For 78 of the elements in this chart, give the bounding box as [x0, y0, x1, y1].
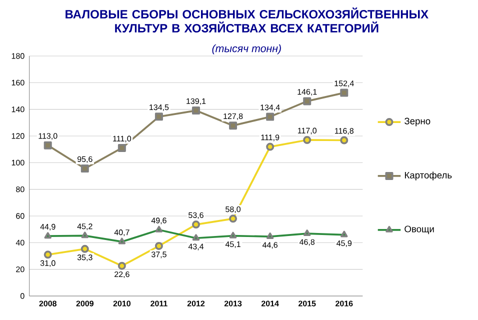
x-tick-label: 2011	[150, 300, 168, 306]
point	[154, 112, 163, 121]
data-label: 117,0	[298, 128, 317, 134]
data-label: 49,6	[151, 218, 166, 224]
point	[155, 226, 163, 232]
data-label: 152,4	[334, 80, 354, 88]
point	[266, 232, 274, 239]
point	[340, 136, 348, 144]
y-tick-label: 180	[12, 53, 24, 59]
data-label: 58,0	[226, 206, 241, 214]
y-tick-label: 140	[12, 106, 24, 112]
y-tick-label: 40	[16, 240, 24, 246]
point	[44, 232, 52, 239]
y-tick-label: 120	[12, 133, 24, 139]
point	[80, 244, 89, 253]
data-label: 116,8	[335, 128, 354, 135]
x-tick-label: 2009	[76, 300, 94, 306]
x-tick-label: 2016	[336, 300, 353, 306]
data-label: 35,3	[77, 254, 92, 262]
data-label: 146,1	[298, 88, 317, 96]
y-tick-label: 0	[20, 293, 24, 299]
point	[154, 242, 163, 250]
data-label: 43,4	[188, 244, 204, 250]
y-tick-label: 60	[16, 213, 24, 219]
x-tick-label: 2012	[187, 300, 205, 306]
data-label: 31,0	[40, 260, 56, 267]
x-tick-label: 2015	[298, 300, 316, 306]
chart-title: ВАЛОВЫЕ СБОРЫ ОСНОВНЫХ СЕЛЬСКОХОЗЯЙСТВЕННЫХ КУЛЬТУР В ХОЗЯЙСТВАХ ВСЕХ КАТЕГОРИЙ	[66, 8, 428, 32]
point	[118, 238, 126, 244]
x-tick-label: 2014	[261, 300, 279, 306]
data-label: 111,0	[113, 136, 132, 142]
data-label: 134,5	[150, 104, 169, 112]
point	[192, 220, 200, 229]
data-label: 95,6	[77, 156, 92, 163]
x-tick-label: 2010	[113, 300, 130, 306]
point	[229, 232, 237, 238]
legend-label: Зерно	[404, 118, 430, 126]
point	[192, 106, 200, 115]
data-label: 45,1	[225, 241, 240, 248]
point	[266, 142, 274, 151]
x-tick-label: 2013	[224, 300, 242, 306]
legend-label: Картофель	[404, 172, 452, 180]
data-label: 127,8	[224, 113, 243, 120]
data-label: 44,6	[262, 242, 278, 249]
point	[118, 144, 126, 152]
data-label: 45,9	[336, 240, 352, 247]
point	[44, 141, 52, 150]
point	[340, 230, 348, 238]
point	[118, 262, 126, 270]
data-label: 111,9	[261, 134, 280, 142]
data-label: 40,7	[114, 230, 130, 236]
y-tick-label: 80	[16, 186, 24, 192]
point	[81, 232, 88, 238]
point	[266, 112, 274, 121]
y-tick-label: 100	[12, 160, 24, 166]
data-label: 45,2	[77, 224, 92, 230]
data-label: 134,4	[260, 104, 280, 112]
data-label: 22,6	[114, 271, 130, 278]
point	[192, 234, 200, 241]
data-label: 44,9	[40, 224, 56, 231]
data-label: 113,0	[38, 133, 58, 140]
data-label: 46,8	[300, 239, 315, 246]
point	[304, 230, 311, 236]
chart-subtitle: (тысяч тонн)	[212, 44, 281, 54]
y-tick-label: 20	[16, 266, 24, 272]
point	[229, 122, 238, 130]
point	[80, 164, 89, 173]
data-label: 53,6	[188, 212, 204, 219]
point	[229, 214, 238, 223]
data-label: 139,1	[186, 98, 206, 105]
legend-label: Овощи	[404, 226, 434, 234]
y-tick-label: 160	[12, 80, 24, 86]
point	[340, 88, 348, 97]
x-tick-label: 2008	[39, 300, 57, 306]
point	[303, 136, 312, 144]
point	[44, 250, 52, 259]
data-label: 37,5	[151, 252, 166, 258]
point	[303, 97, 312, 106]
